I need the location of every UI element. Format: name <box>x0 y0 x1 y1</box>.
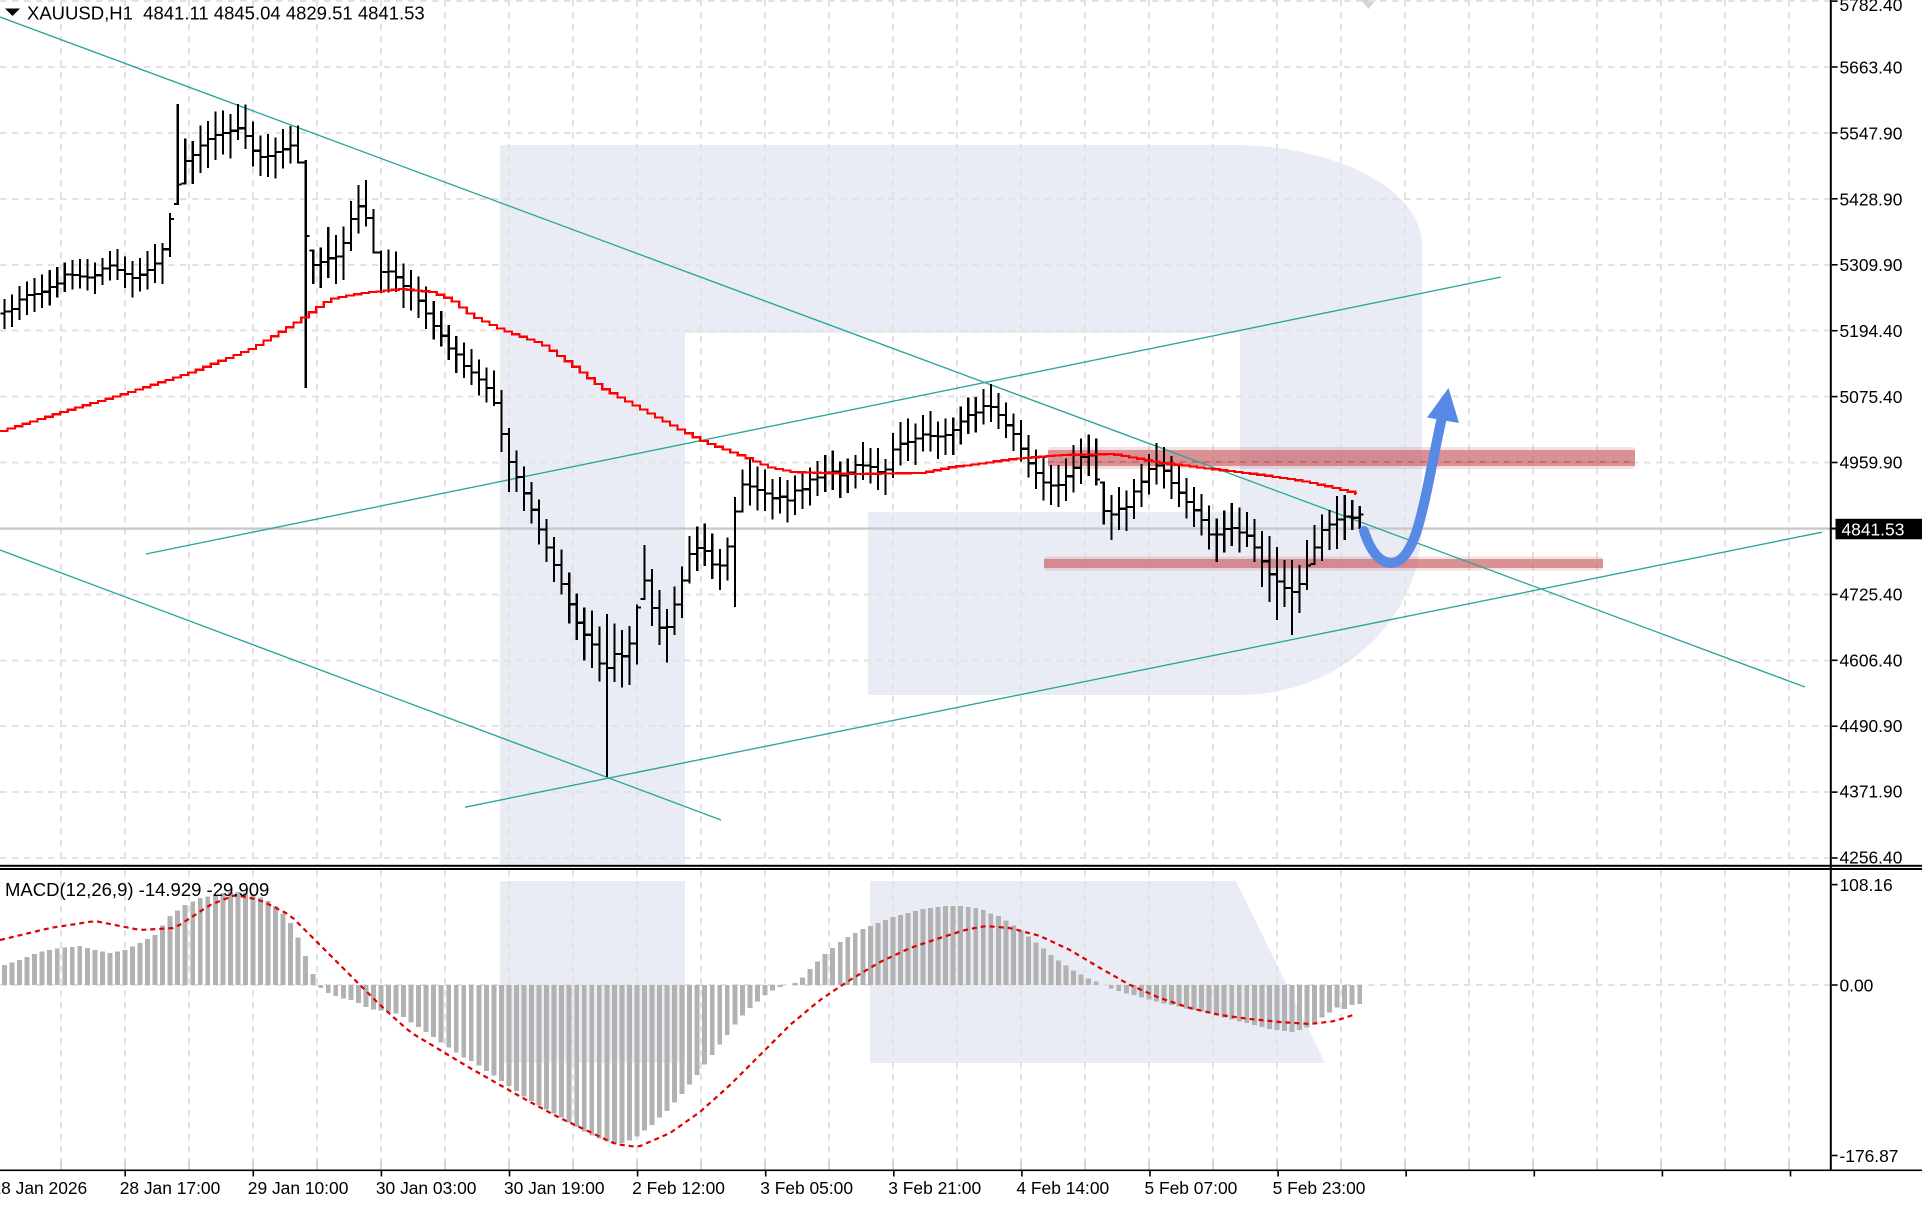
svg-text:XAUUSD,H1 4841.11 4845.04 482: XAUUSD,H1 4841.11 4845.04 4829.51 4841.5… <box>27 3 425 24</box>
svg-text:5782.40: 5782.40 <box>1840 0 1903 15</box>
svg-text:4959.90: 4959.90 <box>1840 453 1903 473</box>
svg-text:5309.90: 5309.90 <box>1840 255 1903 275</box>
svg-text:30 Jan 03:00: 30 Jan 03:00 <box>376 1178 477 1198</box>
svg-text:4371.90: 4371.90 <box>1840 782 1903 802</box>
svg-text:28 Jan 17:00: 28 Jan 17:00 <box>120 1178 221 1198</box>
svg-text:4 Feb 14:00: 4 Feb 14:00 <box>1016 1178 1109 1198</box>
svg-text:2 Feb 12:00: 2 Feb 12:00 <box>632 1178 725 1198</box>
svg-text:4256.40: 4256.40 <box>1840 848 1903 868</box>
svg-text:5 Feb 07:00: 5 Feb 07:00 <box>1145 1178 1238 1198</box>
svg-text:5194.40: 5194.40 <box>1840 321 1903 341</box>
svg-text:5663.40: 5663.40 <box>1840 57 1903 77</box>
svg-text:4725.40: 4725.40 <box>1840 584 1903 604</box>
svg-text:108.16: 108.16 <box>1840 875 1893 895</box>
svg-text:29 Jan 10:00: 29 Jan 10:00 <box>248 1178 349 1198</box>
svg-text:MACD(12,26,9) -14.929 -29.909: MACD(12,26,9) -14.929 -29.909 <box>5 879 269 900</box>
svg-text:4490.90: 4490.90 <box>1840 716 1903 736</box>
svg-text:4841.53: 4841.53 <box>1842 519 1905 539</box>
svg-text:5547.90: 5547.90 <box>1840 123 1903 143</box>
svg-text:5075.40: 5075.40 <box>1840 387 1903 407</box>
svg-text:3 Feb 21:00: 3 Feb 21:00 <box>888 1178 981 1198</box>
svg-text:3 Feb 05:00: 3 Feb 05:00 <box>760 1178 853 1198</box>
svg-text:0.00: 0.00 <box>1840 975 1874 995</box>
svg-text:5428.90: 5428.90 <box>1840 189 1903 209</box>
svg-text:5 Feb 23:00: 5 Feb 23:00 <box>1273 1178 1366 1198</box>
svg-text:28 Jan 2026: 28 Jan 2026 <box>0 1178 87 1198</box>
svg-text:4606.40: 4606.40 <box>1840 650 1903 670</box>
svg-text:30 Jan 19:00: 30 Jan 19:00 <box>504 1178 605 1198</box>
svg-text:-176.87: -176.87 <box>1840 1146 1899 1166</box>
